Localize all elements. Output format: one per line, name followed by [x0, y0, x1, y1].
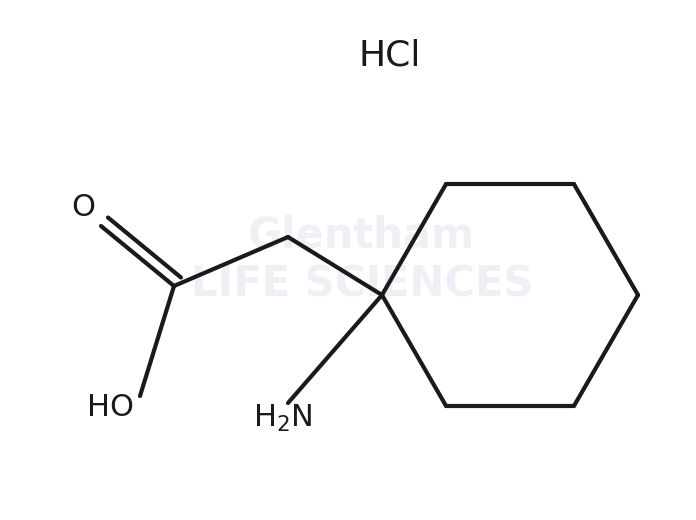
- Text: Glentham
LIFE SCIENCES: Glentham LIFE SCIENCES: [191, 215, 533, 305]
- Text: O: O: [71, 193, 95, 223]
- Text: HO: HO: [86, 394, 134, 422]
- Text: $\mathregular{H_2N}$: $\mathregular{H_2N}$: [253, 402, 313, 434]
- Text: HCl: HCl: [359, 38, 421, 72]
